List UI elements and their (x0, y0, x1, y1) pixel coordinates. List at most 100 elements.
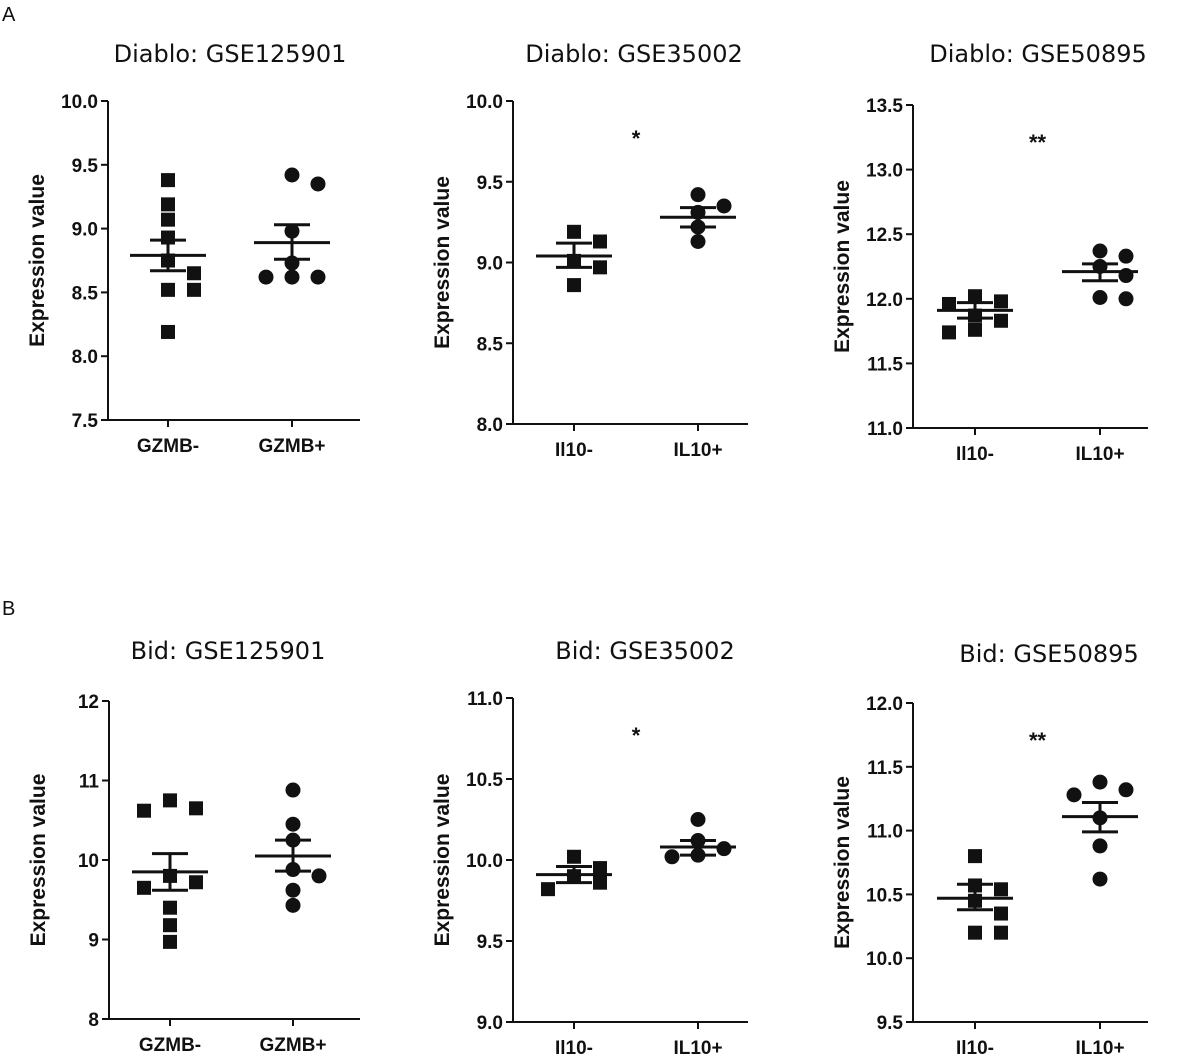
data-point (285, 782, 301, 798)
data-point (310, 269, 326, 285)
y-tick-label: 9.0 (477, 1013, 503, 1034)
data-point (137, 880, 151, 895)
data-point (690, 812, 706, 827)
chart-6: Bid: GSE50895 Expression value 9.5 10.0 10.5… (831, 640, 1148, 1059)
y-tick-label: 13.5 (866, 96, 903, 117)
data-point (258, 269, 274, 285)
data-point (163, 900, 177, 915)
data-point (161, 282, 175, 297)
x-category-label: IL10+ (673, 440, 722, 461)
data-point (593, 875, 607, 890)
y-axis-label: Expression value (831, 180, 854, 353)
y-axis-label: Expression value (831, 776, 854, 949)
y-tick-label: 10.5 (866, 885, 903, 906)
chart-3: Diablo: GSE50895 Expression value 11.0 11.5… (831, 40, 1148, 465)
data-point (1118, 248, 1134, 264)
y-tick-label: 10.0 (866, 949, 903, 970)
x-category-label: GZMB+ (259, 1035, 326, 1056)
data-point (567, 224, 581, 239)
data-point (163, 934, 177, 949)
y-axis-label: Expression value (26, 174, 49, 347)
y-tick-label: 8 (88, 1010, 99, 1031)
x-category-label: GZMB- (137, 436, 199, 457)
chart-4: Bid: GSE125901 Expression value 8 9 10 11 12 GZ… (27, 637, 360, 1056)
data-point (137, 803, 151, 818)
y-tick-label: 10 (78, 851, 99, 872)
data-point (994, 925, 1008, 940)
data-point (690, 234, 706, 250)
y-tick-label: 8.0 (477, 415, 503, 436)
data-point (163, 918, 177, 933)
x-category-label: Il10- (956, 444, 994, 465)
y-tick-label: 9.0 (72, 220, 98, 241)
data-point (1092, 871, 1108, 887)
data-point (968, 925, 982, 940)
data-point (187, 266, 201, 281)
y-tick-label: 7.5 (72, 411, 99, 432)
y-tick-label: 12.0 (866, 694, 903, 715)
data-point (284, 269, 300, 285)
chart-5: Bid: GSE35002 Expression value 9.0 9.5 10.0 1… (431, 637, 748, 1059)
y-tick-label: 8.0 (72, 347, 98, 368)
data-point (285, 882, 301, 898)
y-tick-label: 9.5 (477, 932, 504, 953)
chart-title: Bid: GSE125901 (131, 637, 326, 665)
data-point (1118, 291, 1134, 307)
x-category-label: GZMB+ (258, 436, 325, 457)
x-category-label: Il10- (956, 1038, 994, 1059)
data-point (541, 882, 555, 897)
data-point (593, 260, 607, 275)
chart-title: Bid: GSE35002 (555, 637, 734, 665)
data-point (1118, 782, 1134, 798)
y-axis-label: Expression value (431, 176, 454, 349)
y-tick-label: 13.0 (866, 161, 903, 182)
y-tick-label: 10.5 (466, 770, 503, 791)
data-point (285, 897, 301, 913)
chart-title: Bid: GSE50895 (959, 640, 1138, 668)
data-point (593, 234, 607, 249)
x-category-label: IL10+ (1075, 1038, 1124, 1059)
data-point (163, 793, 177, 808)
panel-label-b: B (2, 598, 16, 620)
y-tick-label: 10.0 (61, 92, 98, 113)
data-point (716, 841, 732, 857)
y-tick-label: 9.5 (877, 1013, 904, 1034)
data-point (567, 849, 581, 864)
data-point (994, 313, 1008, 328)
chart-title: Diablo: GSE125901 (114, 40, 347, 68)
data-point (968, 849, 982, 864)
panel-label-a: A (2, 4, 16, 26)
data-point (968, 289, 982, 304)
data-point (1092, 838, 1108, 854)
data-point (187, 282, 201, 297)
y-tick-label: 8.5 (477, 334, 504, 355)
data-point (664, 849, 680, 865)
y-tick-label: 9.0 (477, 254, 503, 275)
x-category-label: IL10+ (1075, 444, 1124, 465)
data-point (311, 868, 327, 884)
y-axis-label: Expression value (27, 774, 50, 947)
data-point (310, 176, 326, 192)
chart-title: Diablo: GSE50895 (929, 40, 1147, 68)
data-point (994, 294, 1008, 309)
data-point (189, 801, 203, 816)
chart-title: Diablo: GSE35002 (525, 40, 743, 68)
data-point (994, 882, 1008, 897)
data-point (161, 212, 175, 227)
data-point (1092, 243, 1108, 259)
y-tick-label: 8.5 (72, 283, 99, 304)
y-tick-label: 9.5 (72, 156, 99, 177)
data-point (1066, 787, 1082, 803)
data-point (161, 197, 175, 212)
y-tick-label: 12.5 (866, 225, 903, 246)
data-point (968, 322, 982, 337)
significance-annotation: * (632, 126, 641, 151)
x-category-label: Il10- (555, 440, 593, 461)
y-tick-label: 11.5 (867, 354, 903, 375)
x-category-label: GZMB- (139, 1035, 201, 1056)
significance-annotation: * (632, 723, 641, 748)
y-tick-label: 11.0 (467, 689, 503, 710)
chart-2: Diablo: GSE35002 Expression value 8.0 8.5 9.… (431, 40, 748, 461)
data-point (1092, 774, 1108, 790)
y-tick-label: 9.5 (477, 173, 504, 194)
